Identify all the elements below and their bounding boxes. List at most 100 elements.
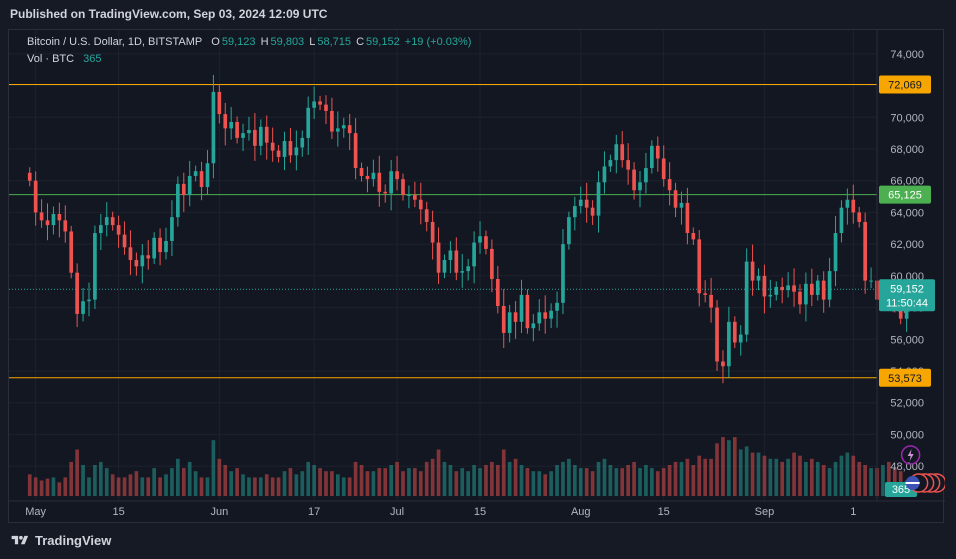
candle-body (685, 202, 690, 234)
candle-body (608, 160, 613, 167)
volume-bar (655, 471, 660, 496)
volume-bar (549, 471, 553, 496)
volume-bar (567, 458, 571, 496)
volume-badge-label: 365 (892, 484, 910, 496)
y-tick-label: 50,000 (890, 429, 924, 441)
candle-body (572, 206, 577, 218)
volume-bar (644, 465, 648, 496)
volume-bar (306, 461, 311, 496)
candle-body (567, 217, 571, 245)
volume-bar (288, 468, 293, 496)
candle-body (804, 283, 808, 305)
candle-body (401, 179, 405, 195)
volume-bar (110, 474, 115, 496)
volume-bar (330, 471, 334, 496)
y-tick-label: 56,000 (890, 334, 924, 346)
candle-body (324, 104, 328, 111)
tradingview-logo[interactable]: TradingView (10, 533, 111, 548)
y-tick-label: 64,000 (890, 207, 924, 219)
volume-bar (276, 477, 281, 496)
candle-body (537, 312, 542, 324)
volume-bar (152, 468, 156, 496)
candle-body (454, 250, 459, 273)
candle-body (555, 302, 559, 311)
candle-body (596, 182, 601, 216)
volume-bar (632, 461, 636, 496)
candle-body (140, 255, 145, 267)
candle-body (839, 207, 844, 234)
legend-close-value: 59,152 (366, 36, 400, 48)
legend-high-key: H (260, 36, 269, 48)
level-badge-label: 72,069 (888, 79, 922, 91)
candle-body (359, 168, 364, 176)
x-tick-label: 17 (308, 506, 320, 518)
candle-body (347, 125, 352, 134)
candle-body (98, 225, 103, 234)
volume-bar (395, 461, 399, 496)
volume-bar (389, 465, 393, 496)
candle-body (413, 194, 417, 200)
legend-low-key: L (309, 36, 316, 48)
volume-bar (501, 449, 506, 496)
volume-bar (75, 449, 79, 496)
y-tick-label: 70,000 (890, 112, 924, 124)
volume-bar (495, 465, 500, 496)
candle-body (466, 266, 471, 272)
volume-bar (294, 474, 299, 496)
candle-body (507, 312, 512, 333)
candle-body (270, 142, 275, 151)
volume-bar (472, 465, 476, 496)
y-tick-label: 48,000 (890, 461, 924, 473)
volume-bar (258, 477, 263, 496)
candle-body (525, 294, 530, 329)
candle-body (383, 191, 388, 194)
candle-body (750, 261, 755, 281)
level-badge-label: 65,125 (888, 190, 922, 202)
volume-bar (335, 474, 340, 496)
candle-body (543, 312, 548, 319)
candle-body (170, 217, 174, 241)
candle-body (833, 233, 838, 272)
candle-body (330, 110, 334, 132)
volume-bar (282, 471, 287, 496)
volume-bar (608, 465, 613, 496)
candle-body (187, 175, 192, 195)
candle-body (472, 242, 476, 267)
level-badge (879, 75, 931, 94)
countdown-label: 11:50:44 (886, 297, 928, 309)
volume-bar (768, 458, 773, 496)
x-tick-label: Jul (390, 506, 404, 518)
candle-body (418, 199, 423, 210)
candle-body (211, 91, 216, 164)
volume-bar (176, 458, 180, 496)
volume-bar (667, 465, 672, 496)
chart-frame[interactable]: 74,00072,00070,00068,00066,00064,00062,0… (8, 29, 945, 524)
candle-body (478, 236, 482, 243)
candle-body (318, 101, 322, 105)
volume-bar (851, 455, 856, 496)
volume-bar (264, 474, 269, 496)
volume-bar (531, 471, 536, 496)
volume-bar (478, 468, 482, 496)
volume-bar (460, 468, 465, 496)
candle-body (756, 275, 761, 281)
volume-bar (205, 477, 210, 496)
volume-bar (555, 465, 559, 496)
lightning-glyph-icon (907, 449, 914, 461)
volume-bar (561, 461, 565, 496)
candle-body (762, 275, 767, 297)
volume-bar (199, 477, 204, 496)
volume-bar (122, 477, 127, 496)
price-chart[interactable]: 74,00072,00070,00068,00066,00064,00062,0… (9, 30, 945, 524)
volume-bar (359, 465, 364, 496)
candle-body (116, 225, 121, 235)
volume-bar (661, 468, 666, 496)
candle-body (780, 286, 785, 291)
candle-body (655, 145, 660, 159)
candle-body (744, 261, 749, 335)
candle-body (650, 145, 654, 169)
volume-bar (857, 461, 862, 496)
volume-bar (193, 471, 198, 496)
legend-symbol: Bitcoin / U.S. Dollar, 1D, BITSTAMP (27, 36, 203, 48)
candle-body (93, 233, 97, 300)
